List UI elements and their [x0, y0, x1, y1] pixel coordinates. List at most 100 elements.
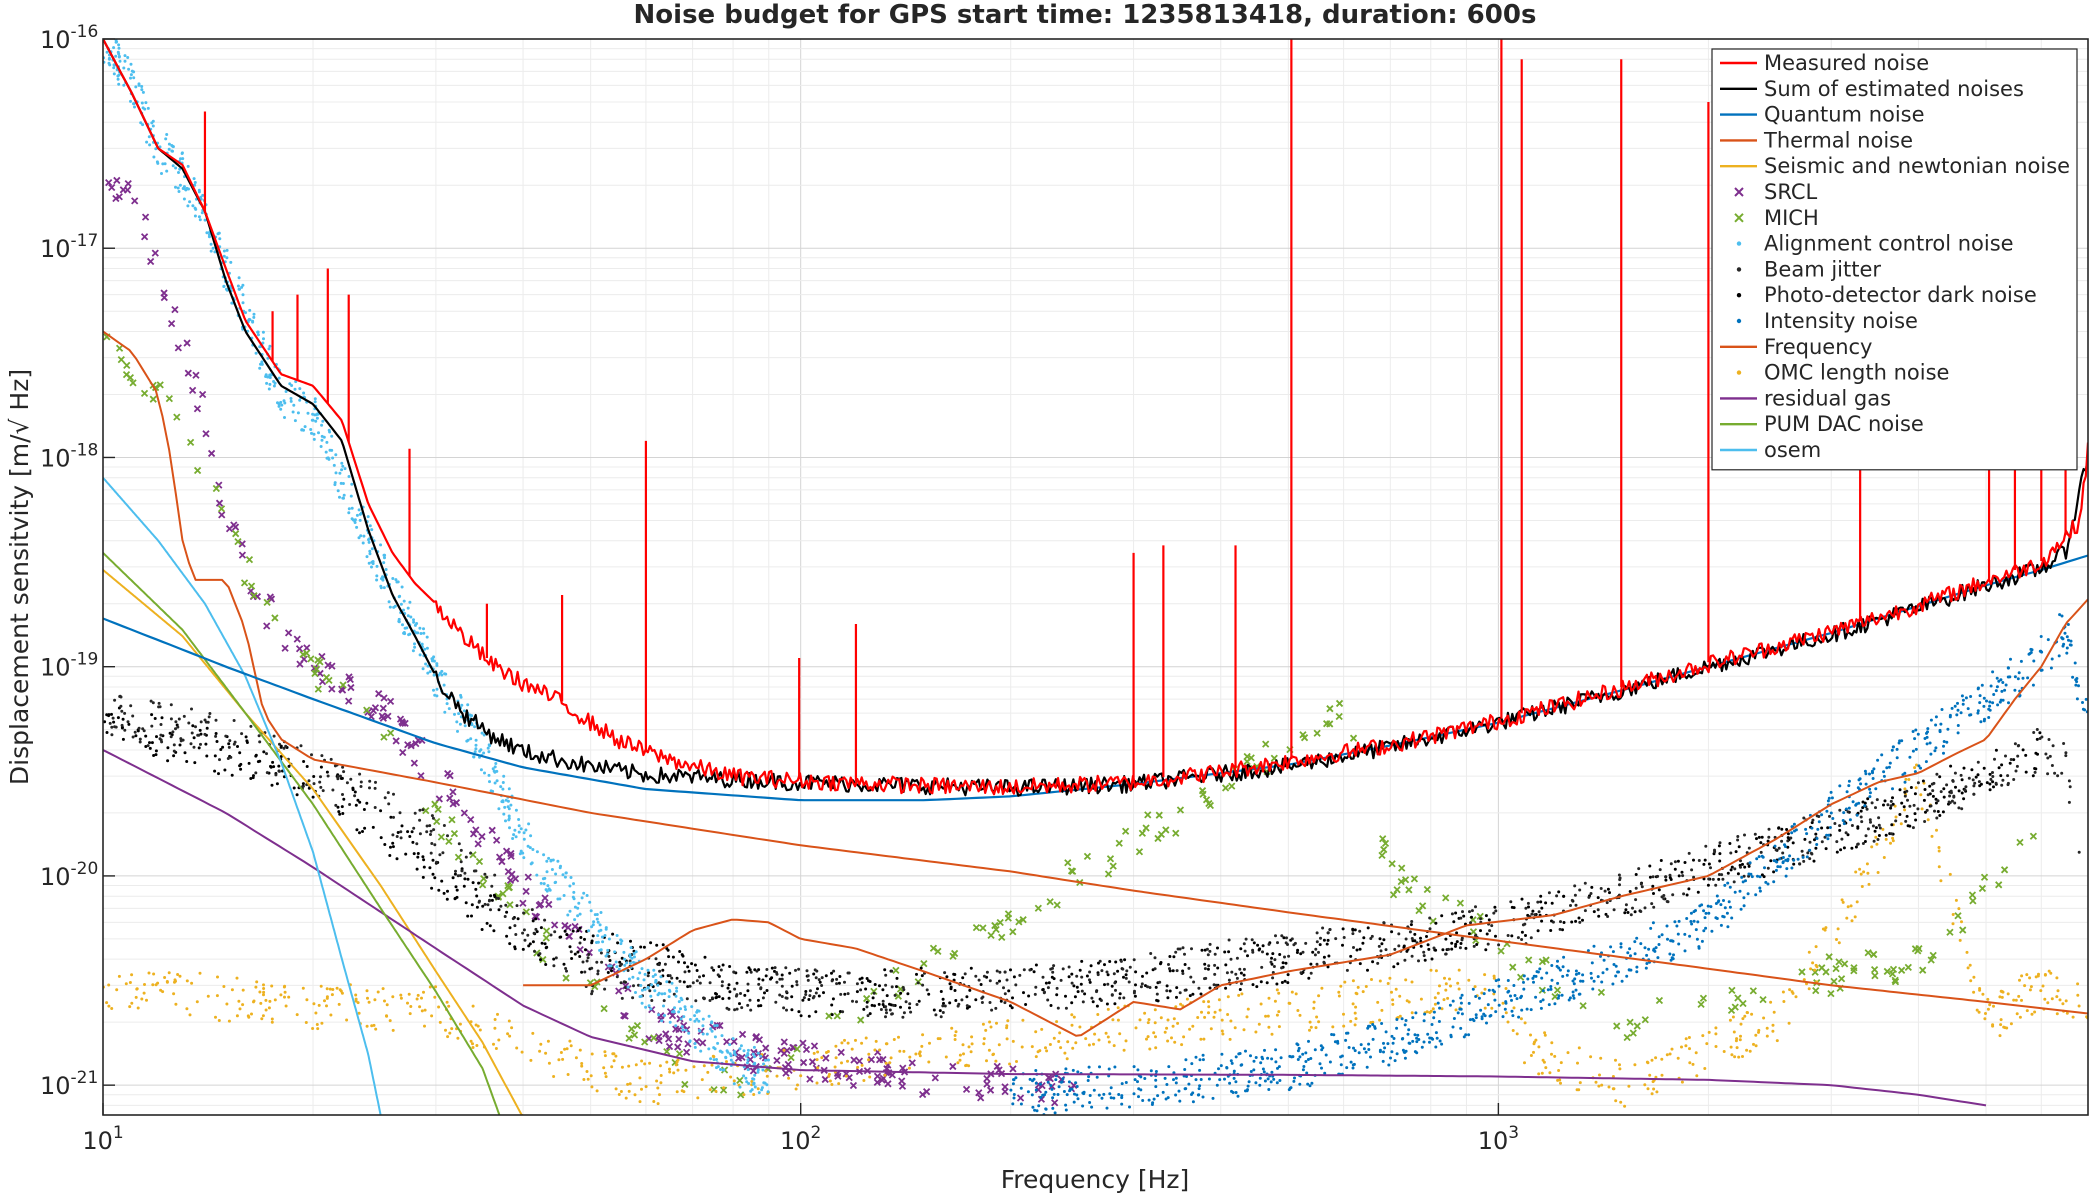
series-point: [1133, 994, 1137, 998]
series-point: [110, 725, 114, 729]
series-point: [1409, 923, 1413, 927]
series-point: [1647, 947, 1651, 951]
series-point: [1459, 1026, 1463, 1030]
series-point: [570, 957, 574, 960]
series-point: [1581, 979, 1585, 983]
series-point: [1891, 836, 1895, 840]
series-point: [1091, 1000, 1095, 1004]
series-point: [282, 746, 286, 750]
series-point: [538, 1049, 542, 1053]
series-point: [420, 1009, 424, 1013]
series-marker: [1001, 1083, 1009, 1091]
series-point: [1561, 928, 1564, 932]
series-point: [1092, 1088, 1096, 1092]
series-point: [1913, 792, 1917, 796]
series-point: [373, 806, 377, 809]
series-point: [595, 1089, 599, 1093]
series-point: [147, 971, 151, 975]
series-point: [1351, 1002, 1355, 1006]
series-point: [1544, 901, 1548, 905]
series-marker: [750, 1048, 758, 1057]
series-point: [1068, 1087, 1072, 1091]
series-point: [883, 968, 887, 972]
series-point: [190, 731, 194, 735]
series-point: [1168, 969, 1172, 973]
series-point: [735, 981, 739, 985]
series-marker: [245, 556, 254, 564]
series-point: [428, 824, 432, 828]
series-point: [1929, 718, 1933, 722]
series-point: [1657, 935, 1661, 939]
series-marker: [983, 1080, 991, 1088]
series-point: [198, 218, 202, 222]
series-point: [1624, 903, 1628, 907]
series-point: [1974, 775, 1978, 779]
series-point: [421, 667, 425, 671]
series-point: [1650, 902, 1654, 906]
series-point: [761, 996, 765, 1000]
series-point: [1612, 963, 1616, 966]
series-point: [1313, 1048, 1317, 1052]
series-point: [1170, 1036, 1173, 1040]
series-point: [756, 1051, 760, 1055]
series-point: [719, 1068, 722, 1071]
series-marker: [1019, 916, 1027, 924]
series-point: [573, 952, 577, 956]
series-point: [1293, 1076, 1296, 1080]
series-point: [1728, 1018, 1732, 1022]
series-point: [477, 881, 481, 885]
series-point: [2013, 742, 2017, 746]
series-point: [1456, 981, 1460, 985]
series-point: [347, 511, 351, 515]
series-marker: [675, 1035, 683, 1043]
series-point: [679, 1007, 682, 1011]
series-point: [1404, 937, 1408, 941]
series-point: [126, 720, 130, 724]
series-point: [160, 172, 163, 175]
series-point: [657, 963, 661, 967]
series-point: [1233, 1026, 1237, 1030]
series-point: [1262, 1070, 1266, 1074]
series-point: [1322, 955, 1326, 959]
series-point: [368, 549, 372, 553]
series-point: [1285, 936, 1288, 940]
series-point: [1361, 990, 1365, 994]
series-marker: [1837, 975, 1846, 983]
series-point: [154, 753, 158, 757]
series-point: [1107, 1040, 1111, 1044]
series-point: [1550, 1052, 1553, 1056]
series-point: [1188, 994, 1192, 998]
series-point: [174, 185, 177, 189]
series-point: [725, 1006, 729, 1010]
series-point: [278, 742, 281, 746]
series-point: [127, 67, 131, 71]
series-point: [454, 885, 458, 889]
series-point: [457, 712, 461, 716]
series-point: [1789, 836, 1793, 840]
series-point: [1551, 920, 1555, 924]
series-point: [1750, 1012, 1754, 1016]
series-point: [1276, 941, 1279, 945]
series-point: [312, 432, 316, 436]
series-point: [283, 995, 286, 999]
series-point: [1080, 989, 1084, 993]
series-point: [1455, 931, 1459, 935]
series-point: [1960, 791, 1964, 795]
series-point: [604, 927, 608, 931]
series-point: [1292, 1079, 1296, 1083]
series-point: [459, 695, 463, 699]
series-marker: [1517, 973, 1525, 981]
series-point: [1906, 824, 1910, 828]
series-point: [1382, 938, 1386, 942]
series-point: [942, 1001, 945, 1005]
series-point: [362, 534, 366, 538]
series-point: [105, 50, 109, 54]
series-marker: [799, 1058, 808, 1067]
series-point: [1755, 837, 1758, 841]
series-point: [204, 742, 208, 746]
series-point: [885, 1011, 888, 1015]
series-marker: [1405, 886, 1413, 894]
series-point: [1181, 969, 1185, 973]
series-point: [1999, 1018, 2003, 1022]
series-point: [1398, 994, 1402, 998]
